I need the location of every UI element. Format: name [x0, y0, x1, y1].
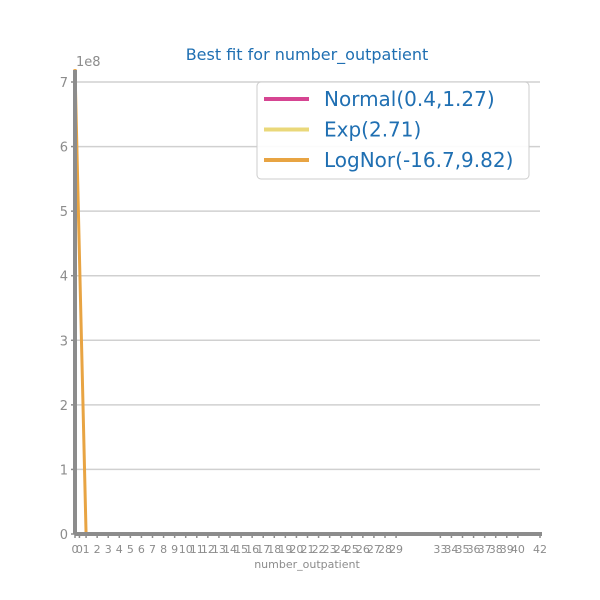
x-tick-label: 33 — [433, 543, 447, 556]
x-tick-label: 20 — [289, 543, 303, 556]
x-tick-label: 2 — [94, 543, 101, 556]
x-tick-label: 38 — [489, 543, 503, 556]
x-tick-label: 28 — [378, 543, 392, 556]
legend: Normal(0.4,1.27) Exp(2.71) LogNor(-16.7,9.… — [256, 81, 530, 180]
x-tick-label: 40 — [511, 543, 525, 556]
y-tick-label: 1 — [60, 463, 68, 478]
x-tick-label: 16 — [245, 543, 259, 556]
y-tick-label: 3 — [60, 334, 68, 349]
x-tick-label: 27 — [367, 543, 381, 556]
x-tick-label: 5 — [127, 543, 134, 556]
x-tick-label: 35 — [456, 543, 470, 556]
x-tick-label: 42 — [533, 543, 547, 556]
x-tick-label: 25 — [345, 543, 359, 556]
y-tick-label: 5 — [60, 205, 68, 220]
axes — [71, 70, 542, 538]
x-tick-label: 8 — [160, 543, 167, 556]
x-tick-label: 7 — [149, 543, 156, 556]
x-tick-label: 24 — [334, 543, 348, 556]
legend-label-2: Exp(2.71) — [324, 118, 421, 142]
x-tick-label: 3 — [105, 543, 112, 556]
x-tick-label: 0 — [76, 543, 83, 556]
y-tick-label: 4 — [60, 270, 68, 285]
legend-box — [256, 81, 530, 180]
x-tick-label: 34 — [444, 543, 458, 556]
x-tick-label: 18 — [267, 543, 281, 556]
x-tick-label: 23 — [323, 543, 337, 556]
x-tick-label: 26 — [356, 543, 370, 556]
y-tick-label: 6 — [60, 141, 68, 156]
x-tick-label: 11 — [190, 543, 204, 556]
legend-label-1: Normal(0.4,1.27) — [324, 87, 495, 111]
legend-label-3: LogNor(-16.7,9.82) — [324, 148, 513, 172]
x-tick-label: 0 — [72, 543, 79, 556]
x-tick-label: 13 — [212, 543, 226, 556]
y-tick-label: 7 — [60, 76, 68, 91]
x-tick-label: 36 — [467, 543, 481, 556]
x-tick-label: 19 — [278, 543, 292, 556]
x-axis-label: number_outpatient — [254, 558, 360, 571]
x-tick-label: 14 — [223, 543, 237, 556]
y-tick-labels: 0 1 2 3 4 5 6 7 — [60, 76, 68, 543]
x-tick-label: 37 — [478, 543, 492, 556]
x-tick-label: 21 — [301, 543, 315, 556]
x-tick-label: 17 — [256, 543, 270, 556]
x-tick-label: 10 — [179, 543, 193, 556]
x-tick-label: 29 — [389, 543, 403, 556]
x-tick-label: 9 — [171, 543, 178, 556]
y-tick-label: 0 — [60, 528, 68, 543]
x-tick-label: 39 — [500, 543, 514, 556]
x-tick-label: 1 — [83, 543, 90, 556]
y-tick-label: 2 — [60, 399, 68, 414]
y-offset-label: 1e8 — [76, 55, 101, 70]
x-tick-label: 12 — [201, 543, 215, 556]
x-tick-label: 6 — [138, 543, 145, 556]
x-tick-label: 22 — [312, 543, 326, 556]
x-tick-label: 15 — [234, 543, 248, 556]
x-tick-labels: 00 1 2 3 4 5 6 7 8 9 10111213141516171819202122232… — [72, 543, 548, 556]
chart-title: Best fit for number_outpatient — [186, 45, 429, 65]
x-tick-label: 4 — [116, 543, 123, 556]
